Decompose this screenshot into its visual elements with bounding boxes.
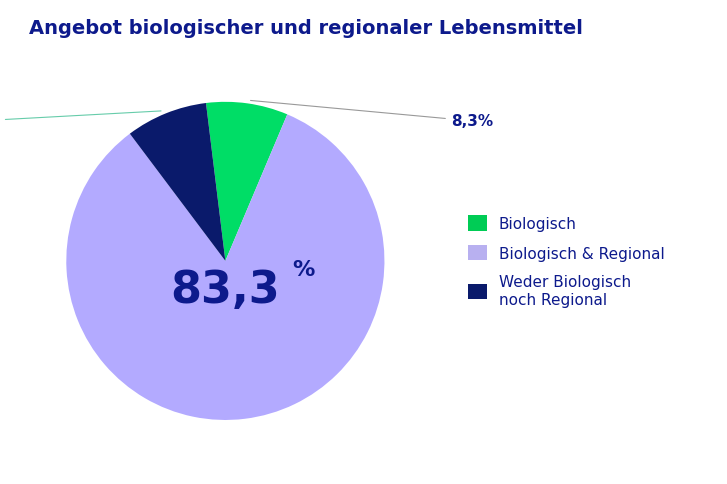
Wedge shape [206,103,287,261]
Wedge shape [130,104,225,261]
Text: 83,3: 83,3 [171,269,280,311]
Wedge shape [66,115,385,420]
Text: %: % [292,259,315,279]
Text: 8,3%: 8,3% [251,101,493,129]
Legend: Biologisch, Biologisch & Regional, Weder Biologisch
noch Regional: Biologisch, Biologisch & Regional, Weder… [464,211,669,312]
Text: 8,3%: 8,3% [0,112,161,129]
Text: Angebot biologischer und regionaler Lebensmittel: Angebot biologischer und regionaler Lebe… [29,19,583,38]
